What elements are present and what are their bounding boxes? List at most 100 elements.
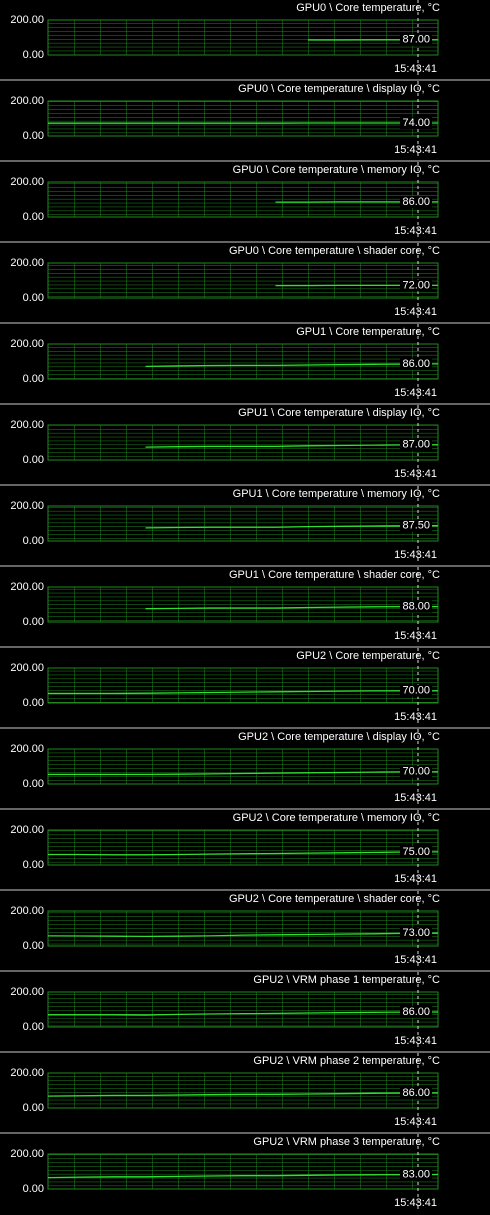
panel-title: GPU0 \ Core temperature \ shader core, °…: [229, 245, 440, 257]
plot-grid: [47, 505, 439, 542]
value-label: 75.00: [402, 846, 430, 858]
panel-title: GPU1 \ Core temperature \ display IO, °C: [238, 407, 440, 419]
time-label: 15:43:41: [394, 630, 437, 642]
value-label: 87.50: [402, 520, 430, 532]
y-tick-label: 0.00: [23, 1102, 44, 1114]
y-tick-label: 0.00: [23, 1183, 44, 1195]
y-tick-label: 0.00: [23, 697, 44, 709]
value-label: 86.00: [402, 196, 430, 208]
plot-grid: [47, 19, 439, 56]
y-tick-label: 0.00: [23, 49, 44, 61]
time-label: 15:43:41: [394, 792, 437, 804]
panel-title: GPU2 \ VRM phase 2 temperature, °C: [253, 1055, 440, 1067]
plot-grid: [47, 262, 439, 299]
y-tick-label: 200.00: [10, 743, 44, 755]
y-tick-label: 0.00: [23, 292, 44, 304]
plot-grid: [47, 667, 439, 704]
temperature-line: [48, 690, 438, 695]
temperature-line: [48, 851, 439, 856]
plot-grid: [47, 424, 439, 461]
time-label: 15:43:41: [394, 306, 437, 318]
value-label: 74.00: [402, 117, 430, 129]
time-label: 15:43:41: [394, 387, 437, 399]
plot-grid: [47, 586, 439, 623]
plot-grid: [47, 1153, 439, 1190]
value-label: 86.00: [402, 358, 430, 370]
time-label: 15:43:41: [394, 63, 437, 75]
time-label: 15:43:41: [394, 954, 437, 966]
panel-title: GPU2 \ Core temperature \ memory IO, °C: [233, 812, 440, 824]
temperature-line: [145, 444, 439, 448]
temperature-line: [47, 1173, 439, 1179]
panel-title: GPU0 \ Core temperature \ display IO, °C: [238, 83, 440, 95]
value-label-bg: [400, 117, 432, 130]
plot-grid: [47, 100, 439, 137]
time-label: 15:43:41: [394, 225, 437, 237]
panel-title: GPU1 \ Core temperature \ memory IO, °C: [233, 488, 440, 500]
value-label-bg: [400, 357, 432, 370]
y-tick-label: 200.00: [10, 419, 44, 431]
panel-title: GPU0 \ Core temperature \ memory IO, °C: [233, 164, 440, 176]
value-label: 86.00: [402, 1006, 430, 1018]
panel-title: GPU2 \ VRM phase 1 temperature, °C: [253, 974, 440, 986]
value-label: 87.00: [402, 439, 430, 451]
value-label-bg: [400, 1086, 432, 1099]
value-label-bg: [400, 279, 432, 292]
value-label: 72.00: [402, 279, 430, 291]
temperature-line: [48, 771, 439, 776]
value-label: 87.00: [402, 34, 430, 46]
y-tick-label: 0.00: [23, 616, 44, 628]
y-tick-label: 200.00: [10, 1148, 44, 1160]
value-label-bg: [400, 927, 432, 940]
temperature-line: [47, 1092, 439, 1097]
value-label-bg: [400, 195, 432, 208]
time-label: 15:43:41: [394, 711, 437, 723]
y-tick-label: 0.00: [23, 535, 44, 547]
value-label: 70.00: [402, 766, 430, 778]
y-tick-label: 200.00: [10, 824, 44, 836]
panel-title: GPU2 \ Core temperature \ display IO, °C: [238, 731, 440, 743]
y-tick-label: 0.00: [23, 373, 44, 385]
panel-title: GPU2 \ Core temperature \ shader core, °…: [229, 893, 440, 905]
y-tick-label: 0.00: [23, 211, 44, 223]
temperature-line: [145, 363, 439, 368]
plot-grid: [47, 748, 439, 785]
value-label: 83.00: [402, 1168, 430, 1180]
y-tick-label: 200.00: [10, 905, 44, 917]
y-tick-label: 0.00: [23, 454, 44, 466]
time-label: 15:43:41: [394, 1116, 437, 1128]
y-tick-label: 0.00: [23, 1021, 44, 1033]
value-label-bg: [400, 845, 432, 858]
temperature-line: [145, 525, 439, 529]
y-tick-label: 200.00: [10, 14, 44, 26]
value-label-bg: [400, 765, 432, 778]
plot-grid: [47, 910, 439, 947]
value-label-bg: [400, 600, 432, 613]
value-label-bg: [400, 519, 432, 532]
plot-grid: [47, 829, 439, 866]
panel-title: GPU1 \ Core temperature, °C: [296, 326, 440, 338]
panel-title: GPU2 \ VRM phase 3 temperature, °C: [253, 1136, 440, 1148]
plot-grid: [47, 991, 439, 1028]
temperature-line: [145, 605, 438, 610]
plot-grid: [47, 1072, 439, 1109]
y-tick-label: 200.00: [10, 986, 44, 998]
y-tick-label: 0.00: [23, 130, 44, 142]
y-tick-label: 200.00: [10, 95, 44, 107]
value-label: 73.00: [402, 927, 430, 939]
temperature-line: [47, 932, 439, 938]
panel-title: GPU2 \ Core temperature, °C: [296, 650, 440, 662]
value-label: 70.00: [402, 685, 430, 697]
y-tick-label: 200.00: [10, 176, 44, 188]
time-label: 15:43:41: [394, 1035, 437, 1047]
time-label: 15:43:41: [394, 549, 437, 561]
value-label-bg: [400, 33, 432, 46]
value-label-bg: [400, 438, 432, 451]
time-label: 15:43:41: [394, 468, 437, 480]
time-label: 15:43:41: [394, 873, 437, 885]
value-label: 88.00: [402, 601, 430, 613]
time-label: 15:43:41: [394, 144, 437, 156]
y-tick-label: 0.00: [23, 859, 44, 871]
plot-grid: [47, 343, 439, 380]
y-tick-label: 200.00: [10, 662, 44, 674]
